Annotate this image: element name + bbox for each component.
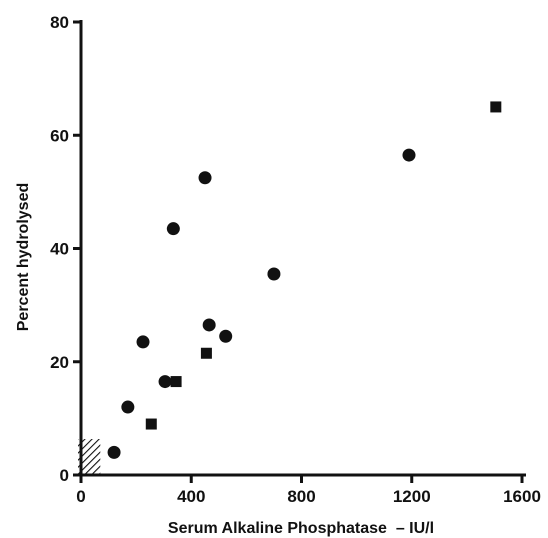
y-axis-title: Percent hydrolysed [15,183,32,332]
y-tick-label: 80 [50,13,69,32]
y-tick-label: 20 [50,353,69,372]
data-point-circle [136,335,150,349]
x-tick-label: 1600 [503,487,541,506]
normal-range-hatched-region [78,439,101,475]
x-axis-title: Serum Alkaline Phosphatase – IU/l [168,520,434,537]
data-point-square [200,347,212,359]
x-tick-label: 400 [177,487,205,506]
x-axis-ticks: 0 400 800 1200 1600 [76,475,541,506]
data-point-circle [402,148,416,162]
data-point-circle [202,318,216,332]
data-point-circle [107,445,121,459]
data-point-circle [198,171,212,185]
data-points-layer [107,101,502,459]
data-point-circle [166,222,180,236]
data-point-circle [121,400,135,414]
y-tick-label: 0 [60,466,69,485]
y-axis-ticks: 0 20 40 60 80 [50,13,81,485]
y-tick-label: 60 [50,126,69,145]
x-tick-label: 800 [287,487,315,506]
data-point-circle [267,267,281,281]
data-point-square [170,376,182,388]
x-tick-label: 1200 [393,487,431,506]
data-point-square [145,418,157,430]
data-point-circle [219,329,233,343]
reference-region-layer [78,439,101,475]
data-point-circle [158,375,172,389]
x-tick-label: 0 [76,487,85,506]
data-point-square [490,101,502,113]
y-tick-label: 40 [50,240,69,259]
